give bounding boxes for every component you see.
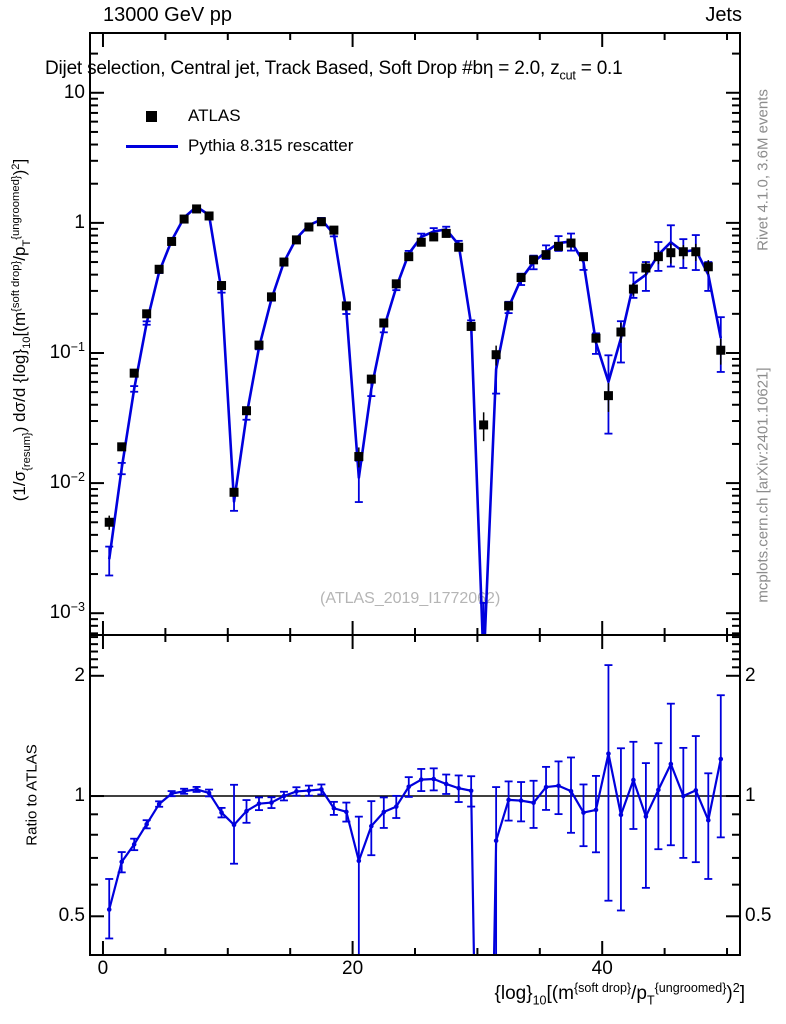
x-axis-tick-label: 40 bbox=[591, 958, 613, 979]
ratio-tick-label-left: 2 bbox=[74, 664, 85, 686]
x-axis-tick-label: 20 bbox=[342, 958, 364, 979]
y-axis-tick-label: 10−2 bbox=[49, 470, 85, 494]
side-text-generator-version: Rivet 4.1.0, 3.6M events bbox=[754, 89, 772, 251]
legend-pythia-label: Pythia 8.315 rescatter bbox=[188, 136, 354, 155]
header-beam-label: 13000 GeV pp bbox=[103, 4, 232, 26]
y-axis-tick-label: 10 bbox=[63, 81, 85, 103]
ratio-tick-label-right: 1 bbox=[745, 785, 756, 807]
y-axis-tick-label: 10−1 bbox=[49, 340, 85, 363]
plot-title: Dijet selection, Central jet, Track Base… bbox=[45, 58, 623, 83]
legend-pythia-line-icon bbox=[126, 145, 178, 148]
ratio-tick-label-right: 0.5 bbox=[745, 905, 772, 927]
watermark-analysis-id: (ATLAS_2019_I1772062) bbox=[320, 590, 501, 607]
y-axis-tick-label: 10−3 bbox=[49, 600, 85, 624]
ratio-tick-label-right: 2 bbox=[745, 664, 756, 686]
x-axis-title: {log}10[(m{soft drop}/pT{ungroomed})2] bbox=[494, 981, 745, 1008]
x-axis-tick-label: 0 bbox=[97, 958, 109, 979]
ratio-tick-label-left: 1 bbox=[74, 785, 85, 807]
side-text-mcplots-arxiv: mcplots.cern.ch [arXiv:2401.10621] bbox=[754, 367, 772, 603]
legend-atlas-marker-icon bbox=[146, 111, 157, 122]
y-axis-tick-label: 1 bbox=[74, 211, 85, 233]
legend-atlas-label: ATLAS bbox=[188, 106, 241, 125]
ratio-tick-label-left: 0.5 bbox=[58, 905, 85, 927]
header-process-label: Jets bbox=[705, 4, 742, 26]
